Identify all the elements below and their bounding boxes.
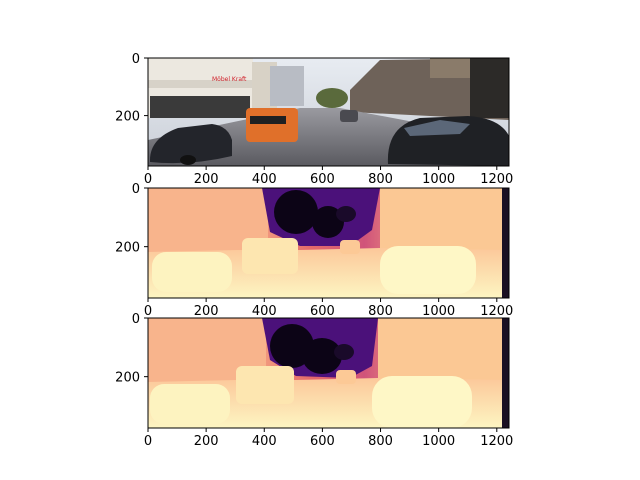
y-tick-label: 0 [132, 182, 140, 197]
panel-axes-1: 0 200 400 600 800 1000 1200 0 200 [115, 52, 513, 187]
y-tick-label: 0 [132, 52, 140, 67]
x-tick-label: 800 [368, 304, 393, 319]
x-tick-label: 1000 [422, 434, 455, 449]
x-tick-label: 200 [194, 172, 219, 187]
car-blob-right [372, 376, 472, 428]
x-tick-label: 400 [252, 434, 277, 449]
x-tick-label: 1200 [480, 304, 513, 319]
x-tick-label: 0 [144, 434, 152, 449]
car-blob-left [150, 384, 230, 424]
x-tick-label: 200 [194, 434, 219, 449]
panel-axes-3: 0 200 400 600 800 1000 1200 0 200 [115, 312, 513, 449]
car-blob-van [236, 366, 294, 404]
car-blob-right [380, 246, 476, 294]
axes-frame [147, 57, 510, 167]
car-blob-van [242, 238, 298, 274]
depth-panel-2 [148, 318, 509, 428]
x-tick-label: 400 [252, 304, 277, 319]
photo-panel: Möbel Kraft [148, 58, 509, 166]
x-tick-label: 0 [144, 172, 152, 187]
x-tick-label: 600 [310, 304, 335, 319]
axes-layer: 0 200 400 600 800 1000 1200 0 200 0 200 400 600 800 10… [115, 52, 513, 449]
y-tick-label: 200 [115, 241, 140, 256]
axes-frame [147, 187, 510, 299]
x-tick-label: 0 [144, 304, 152, 319]
y-tick-label: 200 [115, 110, 140, 125]
y-tick-label: 0 [132, 312, 140, 327]
x-tick-label: 1200 [480, 434, 513, 449]
x-tick-label: 600 [310, 172, 335, 187]
x-tick-label: 1000 [422, 304, 455, 319]
x-tick-label: 800 [368, 434, 393, 449]
car-blob-left [152, 252, 232, 292]
axes-frame [147, 317, 510, 429]
x-tick-label: 200 [194, 304, 219, 319]
tall-building [270, 66, 304, 106]
depth-panel-1 [148, 188, 509, 298]
y-tick-label: 200 [115, 371, 140, 386]
orange-van [246, 108, 298, 142]
x-tick-label: 1000 [422, 172, 455, 187]
x-tick-label: 1200 [480, 172, 513, 187]
left-car [150, 124, 232, 164]
x-tick-label: 400 [252, 172, 277, 187]
panel-axes-2: 0 200 400 600 800 1000 1200 0 200 [115, 182, 513, 319]
trees [316, 88, 348, 108]
store-sign: Möbel Kraft [212, 76, 247, 83]
x-tick-label: 800 [368, 172, 393, 187]
distant-car [340, 110, 358, 122]
x-tick-label: 600 [310, 434, 335, 449]
